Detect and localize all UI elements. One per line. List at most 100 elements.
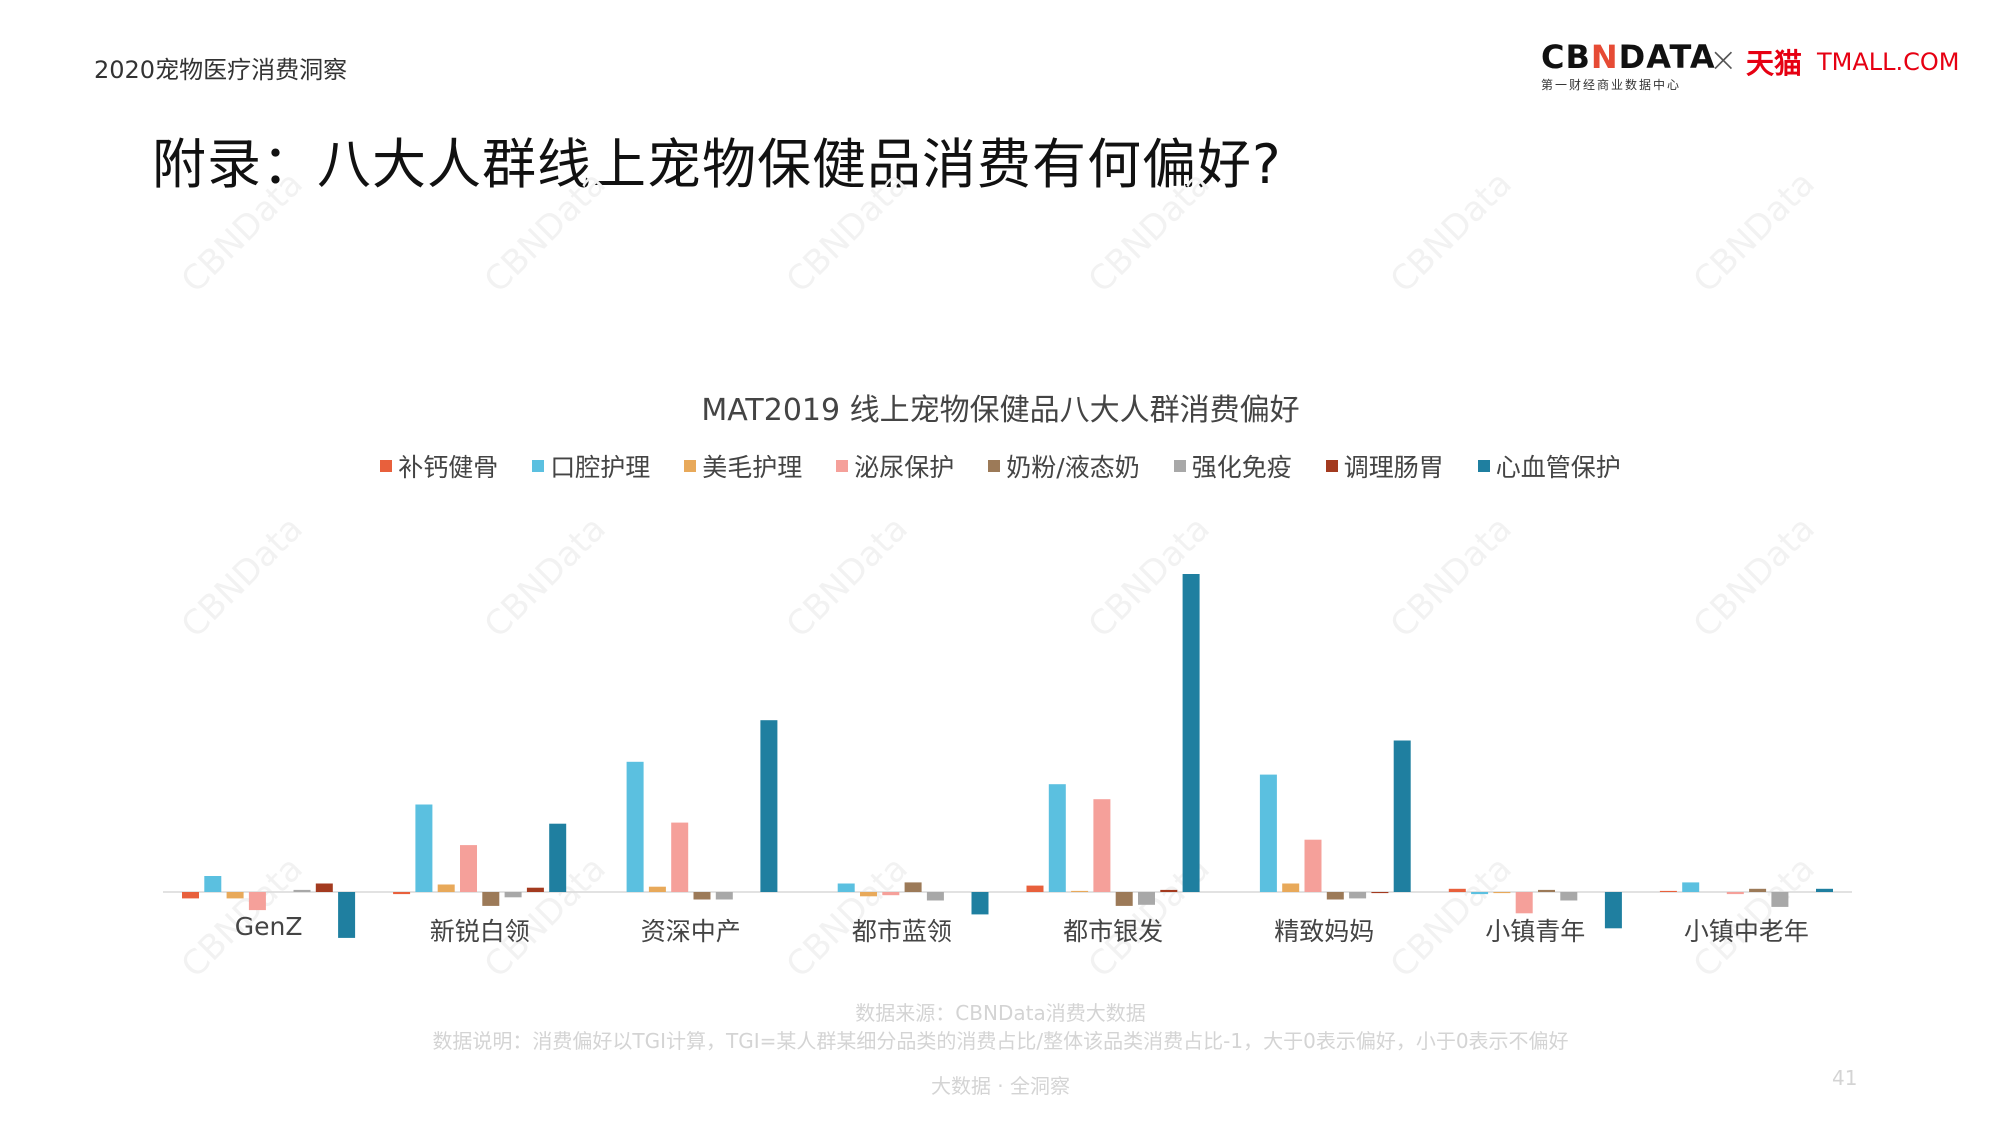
watermark: CBNData bbox=[1383, 509, 1520, 646]
category-label: 新锐白领 bbox=[430, 917, 530, 946]
bar bbox=[1304, 839, 1322, 892]
bar bbox=[1259, 774, 1277, 892]
data-explanation-note: 数据说明：消费偏好以TGI计算，TGI=某人群某细分品类的消费占比/整体该品类消… bbox=[432, 1029, 1569, 1053]
bar bbox=[926, 892, 944, 901]
bar bbox=[648, 886, 666, 892]
bar bbox=[860, 892, 877, 897]
cbndata-logo-prefix: CB bbox=[1541, 38, 1591, 76]
page-number: 41 bbox=[1832, 1066, 1858, 1090]
watermark: CBNData bbox=[1081, 164, 1218, 301]
legend-label: 强化免疫 bbox=[1191, 453, 1292, 482]
bar bbox=[1771, 892, 1789, 907]
cbndata-logo-accent: N bbox=[1590, 38, 1619, 76]
bar bbox=[504, 892, 522, 898]
legend-swatch bbox=[1477, 460, 1490, 472]
bar bbox=[1071, 890, 1089, 892]
bar bbox=[204, 876, 222, 892]
bar bbox=[315, 883, 333, 892]
bar bbox=[671, 822, 689, 892]
bar bbox=[1538, 889, 1555, 892]
chart-legend: 补钙健骨 口腔护理 美毛护理 泌尿保护 奶粉/液态奶 强化免疫 调理肠胃 心血管保护 bbox=[0, 448, 2001, 484]
legend-item: 口腔护理 bbox=[532, 448, 650, 484]
watermark: CBNData bbox=[174, 164, 311, 301]
bar bbox=[293, 889, 311, 892]
bar bbox=[715, 892, 733, 900]
bar bbox=[182, 892, 199, 899]
bar bbox=[1048, 784, 1066, 892]
bar bbox=[1448, 888, 1466, 892]
legend-swatch bbox=[1173, 460, 1186, 472]
legend-label: 美毛护理 bbox=[702, 453, 803, 482]
watermark: CBNData bbox=[1686, 509, 1823, 646]
logo-separator: × bbox=[1709, 40, 1738, 80]
bar bbox=[526, 887, 544, 892]
bar bbox=[1349, 892, 1367, 899]
watermark: CBNData bbox=[779, 509, 916, 646]
bar bbox=[393, 892, 411, 895]
legend-item: 强化免疫 bbox=[1173, 448, 1292, 484]
bar bbox=[1560, 892, 1578, 901]
bar bbox=[971, 892, 989, 915]
bar bbox=[1371, 892, 1389, 894]
legend-item: 心血管保护 bbox=[1477, 448, 1621, 484]
legend-label: 口腔护理 bbox=[550, 453, 651, 482]
bar bbox=[248, 892, 266, 911]
bar bbox=[1493, 892, 1511, 894]
legend-item: 泌尿保护 bbox=[836, 448, 954, 484]
legend-label: 泌尿保护 bbox=[854, 453, 955, 482]
legend-item: 美毛护理 bbox=[684, 448, 802, 484]
legend-item: 补钙健骨 bbox=[380, 448, 498, 484]
legend-swatch bbox=[836, 460, 849, 472]
tmall-logo-en: TMALL.COM bbox=[1817, 48, 1960, 76]
brand-logos: CBNDATA 第一财经商业数据中心 × 天猫 TMALL.COM bbox=[1541, 38, 1960, 98]
legend-swatch bbox=[380, 460, 393, 472]
bar bbox=[1659, 890, 1677, 892]
bar bbox=[1093, 799, 1111, 892]
legend-swatch bbox=[988, 460, 1001, 472]
bar bbox=[1471, 892, 1489, 895]
tmall-logo-cn: 天猫 bbox=[1746, 47, 1803, 80]
footer-tagline: 大数据 · 全洞察 bbox=[930, 1074, 1071, 1098]
category-label: 资深中产 bbox=[641, 917, 741, 946]
bar bbox=[882, 892, 900, 896]
legend-label: 调理肠胃 bbox=[1343, 453, 1444, 482]
bar bbox=[482, 892, 500, 906]
cbndata-logo-suffix: DATA bbox=[1618, 38, 1716, 76]
bar bbox=[338, 892, 356, 938]
cbndata-logo-subtitle: 第一财经商业数据中心 bbox=[1541, 78, 1682, 92]
watermark: CBNData bbox=[1686, 164, 1823, 301]
category-label: 都市银发 bbox=[1063, 917, 1163, 946]
page-heading: 附录：八大人群线上宠物保健品消费有何偏好? bbox=[152, 133, 1282, 196]
bar bbox=[226, 892, 244, 899]
bar bbox=[760, 720, 778, 892]
legend-label: 奶粉/液态奶 bbox=[1006, 453, 1140, 482]
bar bbox=[415, 804, 433, 892]
watermark: CBNData bbox=[1383, 164, 1520, 301]
bar bbox=[549, 823, 567, 892]
watermark: CBNData bbox=[477, 164, 614, 301]
cbndata-logo: CBNDATA bbox=[1541, 38, 1716, 76]
bar bbox=[693, 892, 711, 900]
watermark: CBNData bbox=[477, 509, 614, 646]
bar bbox=[1026, 885, 1044, 892]
bar bbox=[1160, 889, 1178, 892]
bar bbox=[1115, 892, 1133, 906]
legend-item: 奶粉/液态奶 bbox=[988, 448, 1140, 484]
legend-item: 调理肠胃 bbox=[1325, 448, 1444, 484]
category-label: 精致妈妈 bbox=[1274, 917, 1374, 946]
bar bbox=[460, 845, 477, 892]
legend-swatch bbox=[684, 460, 697, 472]
legend-swatch bbox=[1325, 460, 1338, 472]
bar bbox=[1515, 892, 1533, 914]
bar bbox=[904, 882, 922, 892]
bar bbox=[1604, 892, 1622, 929]
bar bbox=[1138, 892, 1155, 905]
bar bbox=[1726, 892, 1744, 895]
watermark: CBNData bbox=[174, 509, 311, 646]
bar bbox=[1816, 888, 1833, 892]
legend-label: 补钙健骨 bbox=[398, 453, 499, 482]
bar bbox=[837, 883, 855, 892]
category-label: 小镇青年 bbox=[1485, 917, 1585, 946]
bar bbox=[626, 761, 644, 892]
